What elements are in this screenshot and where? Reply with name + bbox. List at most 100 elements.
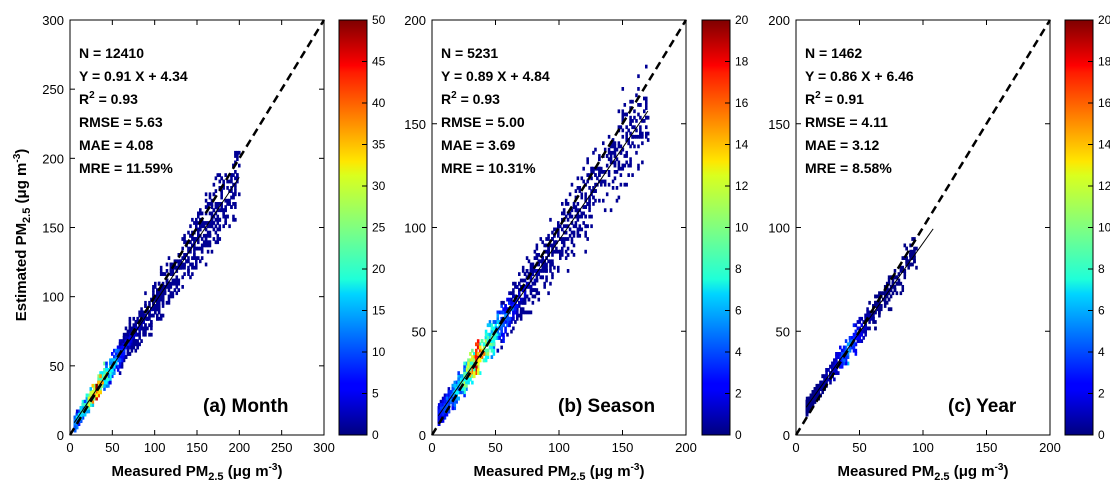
y-tick-label: 0 (57, 428, 64, 443)
heatmap-cell (216, 173, 220, 177)
heatmap-cell (476, 345, 480, 350)
heatmap-cell (87, 396, 91, 401)
heatmap-cell (537, 297, 541, 302)
heatmap-cell (140, 310, 143, 315)
heatmap-cell (152, 285, 155, 289)
heatmap-cell (535, 288, 539, 292)
heatmap-cell (230, 179, 233, 184)
heatmap-cell (600, 179, 603, 184)
heatmap-cell (609, 154, 613, 158)
heatmap-cell (75, 409, 79, 414)
x-tick-label: 250 (271, 440, 293, 455)
heatmap-cell (553, 243, 556, 248)
heatmap-cell (564, 237, 568, 241)
heatmap-cell (592, 170, 595, 174)
heatmap-cell (514, 310, 517, 315)
heatmap-cell (523, 285, 527, 289)
heatmap-cell (232, 217, 235, 222)
heatmap-cell (484, 336, 488, 340)
heatmap-cell (492, 352, 496, 356)
heatmap-cell (637, 163, 640, 168)
heatmap-cell (510, 329, 513, 334)
heatmap-cell (208, 240, 212, 245)
heatmap-cell (570, 249, 574, 254)
heatmap-cell (901, 285, 905, 289)
heatmap-cell (619, 173, 623, 177)
heatmap-cell (805, 406, 809, 411)
heatmap-cell (805, 409, 809, 414)
heatmap-cell (607, 170, 611, 174)
heatmap-cell (134, 342, 138, 347)
heatmap-cell (502, 320, 505, 324)
heatmap-cell (471, 355, 474, 359)
heatmap-cell (911, 249, 914, 254)
heatmap-cell (455, 383, 458, 388)
heatmap-cell (228, 202, 231, 206)
heatmap-cell (545, 275, 548, 280)
heatmap-cell (854, 332, 858, 337)
heatmap-cell (212, 237, 216, 241)
x-tick-label: 200 (228, 440, 250, 455)
heatmap-cell (471, 371, 474, 375)
heatmap-cell (183, 272, 186, 276)
heatmap-cell (81, 403, 85, 407)
heatmap-cell (234, 205, 237, 209)
heatmap-cell (545, 243, 548, 248)
y-tick-label: 200 (42, 151, 64, 166)
heatmap-cell (475, 371, 478, 375)
heatmap-cell (490, 339, 494, 343)
heatmap-cell (238, 163, 241, 168)
heatmap-cell (193, 265, 196, 270)
heatmap-cell (510, 291, 513, 296)
heatmap-cell (523, 300, 527, 305)
heatmap-cell (613, 160, 617, 165)
heatmap-cell (613, 147, 617, 152)
heatmap-cell (138, 326, 141, 331)
heatmap-cell (899, 265, 903, 270)
heatmap-cell (199, 259, 202, 264)
heatmap-cell (130, 326, 134, 331)
heatmap-cell (564, 256, 568, 260)
heatmap-cell (447, 393, 451, 398)
heatmap-cell (639, 131, 642, 136)
heatmap-cell (543, 243, 546, 248)
heatmap-cell (204, 192, 208, 197)
heatmap-cell (482, 345, 486, 350)
heatmap-cell (220, 176, 223, 181)
heatmap-cell (625, 138, 628, 142)
heatmap-cell (156, 307, 159, 312)
heatmap-cell (161, 285, 165, 289)
heatmap-cell (572, 224, 576, 229)
heatmap-cell (866, 326, 869, 331)
heatmap-cell (475, 348, 478, 353)
heatmap-cell (889, 288, 893, 292)
heatmap-cell (161, 300, 165, 305)
heatmap-cell (611, 141, 615, 146)
heatmap-cell (878, 291, 881, 296)
heatmap-cell (854, 329, 858, 334)
heatmap-cell (545, 237, 548, 241)
heatmap-cell (488, 323, 492, 328)
heatmap-cell (817, 383, 821, 388)
heatmap-cell (150, 326, 153, 331)
stats-b: N = 5231 Y = 0.89 X + 4.84 R2 = 0.93 RMS… (441, 45, 550, 176)
heatmap-cell (445, 399, 449, 404)
heatmap-cell (187, 230, 190, 235)
heatmap-cell (557, 269, 560, 273)
heatmap-cell (453, 380, 457, 385)
heatmap-cell (469, 377, 472, 382)
heatmap-cell (486, 323, 490, 328)
heatmap-cell (842, 348, 846, 353)
heatmap-cell (455, 390, 458, 395)
heatmap-cell (549, 262, 552, 267)
heatmap-cell (621, 163, 625, 168)
heatmap-cell (171, 291, 175, 296)
heatmap-cell (200, 237, 204, 241)
heatmap-cell (443, 396, 447, 401)
heatmap-cell (603, 147, 607, 152)
heatmap-cell (506, 323, 509, 328)
heatmap-cell (514, 281, 517, 286)
heatmap-cell (138, 313, 141, 318)
